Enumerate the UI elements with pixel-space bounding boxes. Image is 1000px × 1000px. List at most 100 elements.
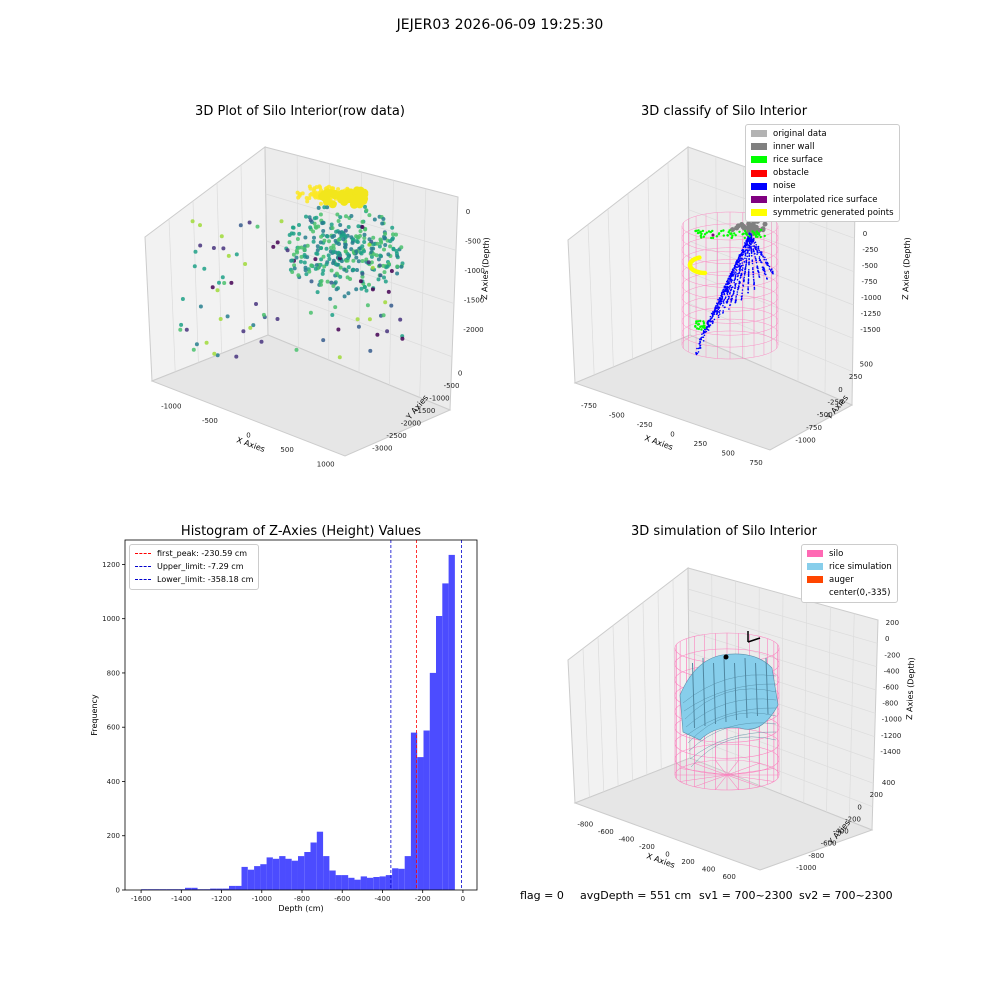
surface-mesh-line: [686, 707, 777, 736]
scatter-point: [313, 266, 318, 271]
noise-point: [714, 306, 716, 309]
y-tick-label: 1200: [102, 561, 120, 569]
noise-point: [753, 288, 756, 290]
panel4-ztick: -1000: [882, 716, 902, 724]
panel3-title: Histogram of Z-Axies (Height) Values: [180, 524, 422, 539]
silo-wireframe: [726, 768, 774, 776]
noise-point: [744, 250, 746, 253]
x-tick-label: 0: [461, 895, 465, 903]
noise-point: [729, 279, 732, 281]
scatter-point: [354, 249, 359, 254]
noise-point: [737, 274, 739, 277]
noise-point: [753, 281, 755, 284]
panel1-ztick: 0: [466, 208, 470, 216]
histogram-bar: [153, 889, 160, 890]
scatter-point: [321, 338, 326, 343]
scatter-point: [322, 205, 327, 210]
scatter-point: [339, 259, 344, 264]
noise-point: [742, 258, 744, 261]
legend-entry-noise: noise: [751, 180, 894, 193]
noise-point: [738, 254, 741, 256]
scatter-point: [343, 249, 348, 254]
panel1-ztick: -500: [465, 237, 481, 245]
noise-point: [744, 272, 746, 275]
noise-point: [732, 294, 734, 296]
noise-point: [751, 238, 753, 240]
panel2-ytick: -500: [817, 411, 833, 419]
noise-point: [740, 257, 742, 260]
noise-point: [743, 278, 745, 280]
noise-point: [744, 268, 747, 270]
noise-point: [717, 302, 720, 304]
noise-point: [728, 275, 731, 277]
rice-surface-point: [695, 321, 698, 325]
noise-point: [728, 282, 730, 285]
scatter-point: [369, 239, 374, 244]
rice-surface-point: [710, 236, 713, 240]
scatter-point: [374, 253, 379, 258]
scatter-point: [225, 314, 230, 319]
rice-surface-point: [697, 327, 701, 331]
scatter-point: [366, 260, 371, 265]
scatter-point: [217, 280, 221, 285]
legend-swatch: [751, 130, 767, 138]
scatter-point: [215, 288, 220, 293]
noise-point: [739, 281, 741, 284]
scatter-point: [312, 191, 317, 196]
noise-point: [743, 245, 746, 248]
noise-point: [739, 253, 742, 256]
noise-point: [737, 288, 739, 291]
noise-point: [706, 326, 708, 329]
scatter-point: [219, 234, 224, 239]
noise-point: [744, 253, 747, 256]
noise-point: [747, 287, 749, 290]
scatter-point: [391, 232, 395, 237]
symmetric-point: [697, 255, 702, 260]
scatter-point: [365, 303, 370, 308]
scatter-point: [312, 235, 316, 240]
scatter-point: [363, 227, 368, 232]
scatter-point: [243, 262, 248, 266]
x-tick-label: -800: [294, 895, 310, 903]
noise-point: [728, 296, 730, 298]
scatter-point: [234, 252, 239, 257]
noise-point: [749, 241, 751, 244]
status-sv2: sv2 = 700~2300: [799, 889, 893, 902]
scatter-point: [218, 317, 223, 321]
legend-label: obstacle: [773, 168, 809, 179]
legend-entry-auger: auger: [807, 573, 892, 586]
noise-point: [750, 240, 753, 243]
rice-surface-point: [698, 231, 701, 234]
noise-point: [723, 306, 726, 309]
scatter-point: [315, 290, 320, 295]
histogram-bar: [178, 889, 185, 890]
panel1-xtick: -500: [202, 417, 218, 425]
noise-point: [738, 271, 741, 274]
noise-point: [748, 249, 751, 251]
scatter-point: [319, 257, 324, 262]
grid-line: [582, 648, 590, 798]
scatter-point: [386, 289, 391, 294]
noise-point: [723, 298, 726, 301]
noise-point: [730, 280, 732, 283]
noise-point: [747, 286, 749, 288]
noise-point: [699, 342, 701, 344]
noise-point: [716, 307, 718, 310]
noise-point: [747, 274, 750, 277]
grid-line: [240, 164, 246, 345]
legend-label: Lower_limit: -358.18 cm: [157, 575, 254, 585]
scatter-point: [327, 239, 331, 244]
noise-point: [720, 295, 722, 297]
scatter-point: [215, 353, 220, 358]
rice-surface-point: [711, 236, 715, 240]
noise-point: [743, 261, 745, 263]
noise-point: [718, 307, 720, 309]
noise-point: [752, 240, 754, 243]
scatter-point: [314, 263, 319, 268]
noise-point: [712, 311, 714, 313]
noise-point: [752, 273, 754, 276]
histogram-bar: [222, 888, 229, 890]
noise-point: [740, 273, 743, 275]
scatter-point: [221, 246, 226, 251]
noise-point: [768, 268, 771, 270]
